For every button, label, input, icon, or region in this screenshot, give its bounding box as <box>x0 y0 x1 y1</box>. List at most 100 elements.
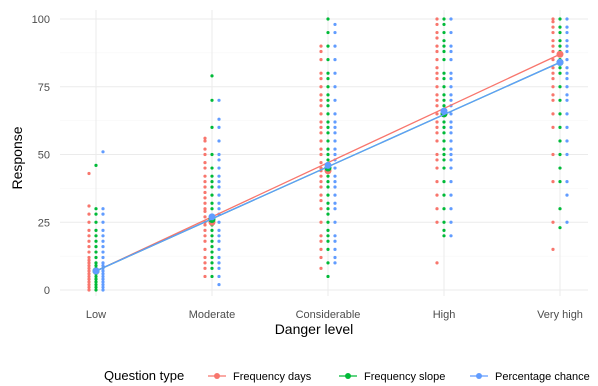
data-point <box>87 272 91 276</box>
x-tick-label: Very high <box>537 309 583 321</box>
data-point <box>326 220 330 224</box>
data-point <box>449 193 453 197</box>
data-point <box>217 98 221 102</box>
data-point <box>333 247 337 251</box>
data-point <box>87 274 91 279</box>
data-point <box>442 139 446 143</box>
y-tick-labels: 0 25 50 75 100 <box>32 14 50 297</box>
data-point <box>435 112 439 116</box>
data-point <box>87 250 91 254</box>
data-point <box>326 185 330 189</box>
data-point <box>326 104 330 108</box>
data-point <box>565 58 569 62</box>
data-point <box>435 17 439 21</box>
data-point <box>87 234 91 238</box>
data-point <box>94 250 98 254</box>
data-point <box>442 98 446 102</box>
data-point <box>442 152 446 157</box>
data-point <box>217 185 221 189</box>
data-point <box>449 207 453 211</box>
data-point <box>551 98 555 102</box>
x-tick-labels: Low Moderate Considerable High Very high <box>86 309 583 321</box>
data-point <box>94 163 98 167</box>
data-point <box>565 49 569 54</box>
data-point <box>210 98 214 102</box>
data-point <box>442 166 446 170</box>
data-point <box>333 85 337 89</box>
data-point <box>435 93 439 97</box>
data-point <box>319 85 323 89</box>
data-point <box>333 174 337 178</box>
data-point <box>442 93 446 97</box>
data-point <box>101 250 105 254</box>
data-point <box>210 255 214 260</box>
data-point <box>326 158 330 162</box>
data-point <box>203 209 207 214</box>
data-point <box>435 66 439 70</box>
data-point <box>326 180 330 184</box>
x-tick-label: High <box>433 309 456 321</box>
data-point <box>217 152 221 157</box>
data-point <box>442 147 446 151</box>
data-point <box>319 125 323 129</box>
data-point <box>87 280 91 284</box>
data-point <box>449 131 453 135</box>
data-point <box>551 71 555 75</box>
data-point <box>101 272 105 276</box>
data-point <box>558 152 562 157</box>
data-point <box>442 30 446 35</box>
data-point <box>319 220 323 224</box>
data-point <box>449 220 453 224</box>
data-point <box>210 266 214 270</box>
data-point <box>558 180 562 184</box>
data-point <box>210 125 214 129</box>
data-point <box>319 131 323 135</box>
data-point <box>101 261 105 265</box>
data-point <box>101 277 105 281</box>
data-point <box>87 228 91 232</box>
data-point <box>319 180 323 184</box>
data-point <box>551 247 555 251</box>
data-point <box>551 25 555 29</box>
data-point <box>217 117 221 121</box>
data-point <box>101 255 105 260</box>
data-point <box>333 139 337 143</box>
data-point <box>565 77 569 81</box>
data-point <box>319 198 323 203</box>
data-point <box>333 112 337 116</box>
x-tick-label: Low <box>86 309 106 321</box>
data-point <box>435 261 439 265</box>
data-point <box>442 44 446 48</box>
data-point <box>203 166 207 170</box>
data-point <box>326 58 330 62</box>
data-point <box>551 58 555 62</box>
data-point <box>217 234 221 238</box>
data-point <box>217 261 221 265</box>
data-point <box>210 250 214 254</box>
data-point <box>319 147 323 151</box>
data-point <box>442 158 446 162</box>
data-point <box>449 71 453 75</box>
data-point <box>326 247 330 251</box>
data-point <box>449 30 453 35</box>
data-point <box>319 104 323 108</box>
data-point <box>217 207 221 211</box>
trend-point <box>440 107 448 115</box>
data-point <box>565 139 569 143</box>
data-point <box>326 212 330 216</box>
data-point <box>319 120 323 124</box>
data-point <box>217 220 221 224</box>
data-point <box>101 280 105 284</box>
data-point <box>449 44 453 48</box>
data-point <box>87 255 91 260</box>
data-point <box>94 212 98 216</box>
data-point <box>558 226 562 230</box>
data-point <box>101 282 105 287</box>
data-point <box>94 261 98 265</box>
data-point <box>551 220 555 224</box>
data-point <box>333 239 337 243</box>
data-point <box>101 285 105 289</box>
data-point <box>101 264 105 268</box>
data-point <box>449 49 453 54</box>
legend-key-point <box>214 373 220 379</box>
